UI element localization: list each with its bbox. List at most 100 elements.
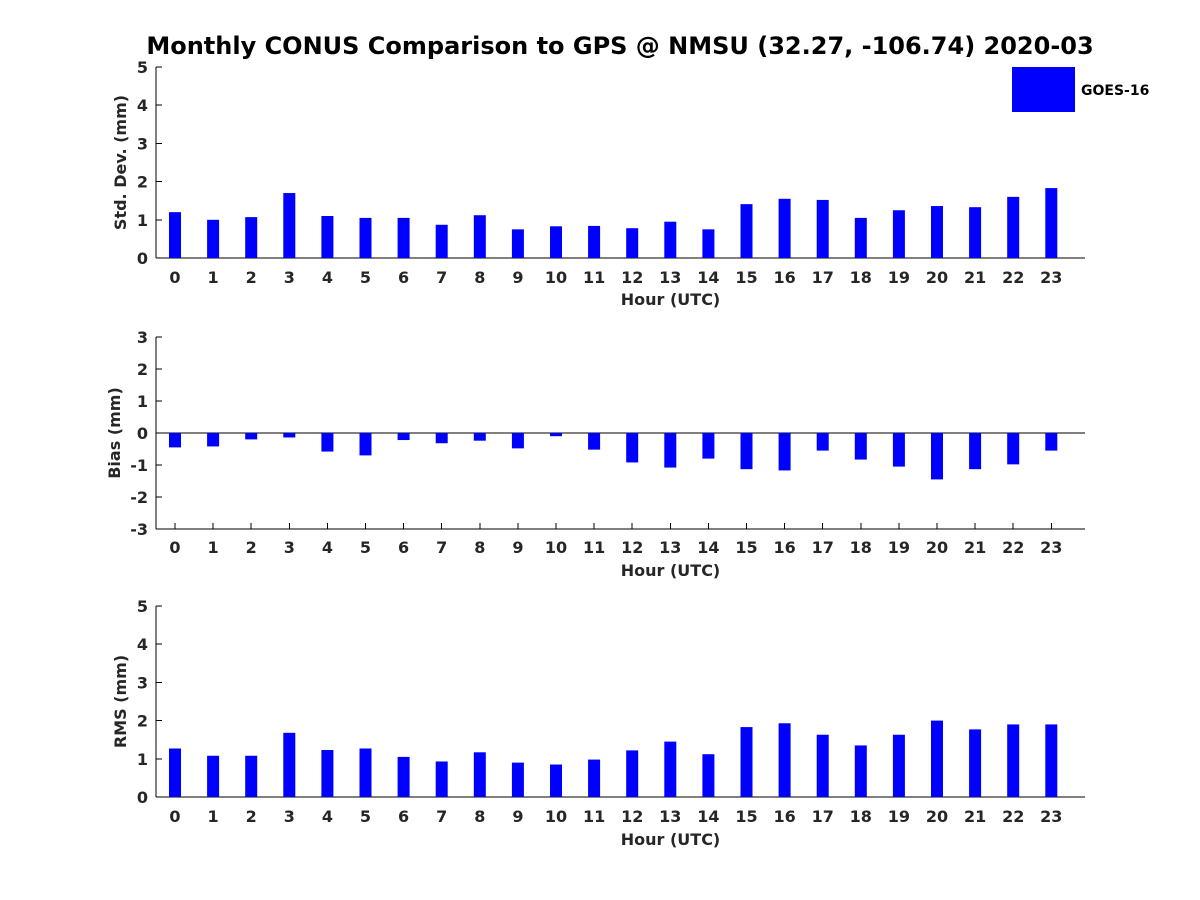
- x-tick-label: 0: [169, 807, 180, 826]
- x-tick-label: 16: [773, 268, 795, 287]
- bar-hour-10: [550, 226, 562, 258]
- x-tick-label: 14: [697, 807, 719, 826]
- bar-hour-17: [816, 734, 829, 797]
- x-tick-label: 20: [926, 807, 948, 826]
- bar-hour-3: [283, 193, 296, 258]
- x-tick-label: 5: [360, 807, 371, 826]
- bar-hour-16: [778, 198, 791, 258]
- bar-hour-11: [588, 759, 601, 797]
- bar-hour-10: [550, 433, 562, 437]
- x-tick-label: 15: [735, 268, 757, 287]
- x-tick-label: 2: [246, 807, 257, 826]
- x-tick-label: 11: [583, 538, 605, 557]
- bar-hour-7: [435, 224, 448, 258]
- bar-hour-12: [626, 750, 639, 797]
- x-tick-label: 5: [360, 268, 371, 287]
- bar-hour-2: [245, 755, 258, 797]
- y-tick-label: 3: [137, 328, 148, 347]
- x-tick-label: 18: [850, 807, 872, 826]
- bar-hour-20: [931, 206, 943, 258]
- bar-hour-4: [321, 750, 334, 797]
- y-tick-label: 1: [137, 211, 148, 230]
- x-tick-label: 10: [545, 538, 567, 557]
- x-tick-label: 8: [474, 538, 485, 557]
- bar-hour-0: [169, 433, 181, 448]
- bar-hour-8: [473, 215, 486, 258]
- y-tick-label: 4: [137, 635, 148, 654]
- bar-hour-22: [1007, 433, 1020, 465]
- bar-hour-16: [778, 433, 791, 471]
- bar-hour-3: [283, 732, 296, 797]
- bar-hour-9: [511, 229, 524, 258]
- bar-hour-9: [511, 433, 524, 449]
- y-tick-label: -3: [130, 520, 148, 539]
- y-tick-label: 0: [137, 424, 148, 443]
- x-tick-label: 20: [926, 268, 948, 287]
- x-tick-label: 10: [545, 807, 567, 826]
- x-tick-label: 23: [1040, 268, 1062, 287]
- y-tick-label: -1: [130, 456, 148, 475]
- x-tick-label: 20: [926, 538, 948, 557]
- chart-title: Monthly CONUS Comparison to GPS @ NMSU (…: [146, 32, 1093, 60]
- x-tick-label: 13: [659, 538, 681, 557]
- x-tick-label: 11: [583, 807, 605, 826]
- bar-hour-13: [664, 221, 677, 258]
- bar-hour-5: [359, 748, 372, 797]
- bar-hour-2: [245, 217, 258, 258]
- x-tick-label: 21: [964, 268, 986, 287]
- bar-hour-4: [321, 215, 334, 258]
- y-axis-label: Bias (mm): [105, 387, 124, 479]
- x-tick-label: 13: [659, 807, 681, 826]
- legend: GOES-16: [1012, 67, 1149, 112]
- bar-hour-3: [283, 433, 296, 438]
- bar-hour-13: [664, 741, 677, 797]
- bar-hour-13: [664, 433, 677, 468]
- bar-hour-0: [169, 212, 181, 258]
- bar-hour-23: [1045, 188, 1058, 258]
- bar-hour-6: [397, 433, 410, 441]
- bar-hour-15: [740, 727, 753, 797]
- x-tick-label: 21: [964, 538, 986, 557]
- legend-label: GOES-16: [1081, 83, 1149, 99]
- x-tick-label: 7: [436, 538, 447, 557]
- bar-hour-21: [969, 433, 982, 470]
- y-tick-label: 5: [137, 58, 148, 77]
- x-tick-label: 2: [246, 268, 257, 287]
- bar-hour-18: [854, 745, 867, 797]
- bar-hour-6: [397, 756, 410, 797]
- x-tick-label: 0: [169, 538, 180, 557]
- x-tick-label: 2: [246, 538, 257, 557]
- bar-hour-14: [702, 229, 715, 258]
- x-tick-label: 6: [398, 538, 409, 557]
- bar-hour-22: [1007, 196, 1020, 258]
- x-tick-label: 17: [812, 538, 834, 557]
- x-tick-label: 8: [474, 268, 485, 287]
- x-tick-label: 1: [208, 268, 219, 287]
- x-tick-label: 8: [474, 807, 485, 826]
- bar-hour-18: [854, 217, 867, 258]
- x-tick-label: 21: [964, 807, 986, 826]
- bar-hour-14: [702, 433, 715, 459]
- x-tick-label: 19: [888, 268, 910, 287]
- x-tick-label: 3: [284, 538, 295, 557]
- x-tick-label: 1: [208, 538, 219, 557]
- bar-hour-20: [931, 720, 943, 797]
- y-tick-label: 2: [137, 173, 148, 192]
- y-tick-label: 1: [137, 750, 148, 769]
- y-tick-label: 5: [137, 597, 148, 616]
- x-tick-label: 9: [512, 807, 523, 826]
- y-tick-label: 3: [137, 673, 148, 692]
- x-tick-label: 13: [659, 268, 681, 287]
- x-axis-label: Hour (UTC): [621, 561, 721, 580]
- bar-hour-22: [1007, 724, 1020, 797]
- bar-hour-18: [854, 433, 867, 460]
- x-tick-label: 11: [583, 268, 605, 287]
- x-tick-label: 18: [850, 268, 872, 287]
- bar-hour-19: [892, 433, 905, 467]
- y-axis-label: RMS (mm): [111, 655, 130, 748]
- bar-hour-23: [1045, 724, 1058, 797]
- x-tick-label: 4: [322, 268, 333, 287]
